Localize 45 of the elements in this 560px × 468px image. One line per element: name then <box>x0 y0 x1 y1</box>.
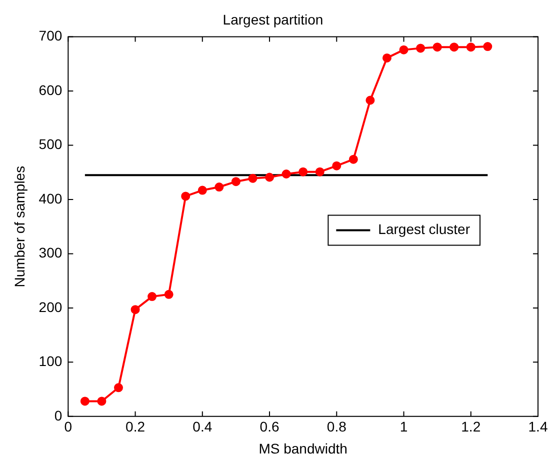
y-axis-title: Number of samples <box>11 166 28 288</box>
x-tick-label: 1.2 <box>461 418 481 435</box>
point <box>298 167 308 176</box>
x-tick-label: 1 <box>400 418 408 435</box>
point <box>432 42 442 52</box>
y-tick-label: 200 <box>38 298 62 315</box>
point <box>248 174 258 183</box>
x-tick-label: 1.4 <box>528 418 548 435</box>
point <box>416 44 426 53</box>
point <box>181 192 190 201</box>
point <box>198 186 207 195</box>
point <box>450 42 459 52</box>
x-tick-label: 0.6 <box>260 418 280 435</box>
y-tick-label: 500 <box>38 136 62 152</box>
y-tick-label: 100 <box>38 353 62 370</box>
point <box>130 305 140 314</box>
y-tick-label: 0 <box>54 407 62 424</box>
point <box>366 96 375 105</box>
point <box>214 182 224 192</box>
point <box>382 53 392 62</box>
point <box>282 170 291 178</box>
point <box>483 42 492 52</box>
x-axis-title: MS bandwidth <box>258 440 348 456</box>
x-tick-label: 0.2 <box>126 418 146 435</box>
y-tick-label: 600 <box>38 82 62 98</box>
point <box>348 154 358 164</box>
point <box>315 167 324 176</box>
point <box>265 172 274 182</box>
point <box>114 383 123 392</box>
x-tick-label: 0.8 <box>326 418 347 435</box>
point <box>148 292 157 302</box>
point <box>399 45 408 54</box>
legend-label: Largest cluster <box>378 221 470 238</box>
point <box>466 42 476 52</box>
x-tick-label: 0.4 <box>192 418 212 435</box>
point <box>231 177 240 186</box>
y-tick-label: 400 <box>38 190 62 206</box>
point <box>80 396 90 406</box>
point <box>97 396 106 406</box>
y-tick-label: 300 <box>38 244 62 261</box>
point <box>164 290 174 299</box>
chart-title: Largest partition <box>222 11 324 28</box>
x-tick-label: 0 <box>64 418 72 435</box>
point <box>332 161 342 170</box>
y-tick-label: 700 <box>38 28 62 44</box>
